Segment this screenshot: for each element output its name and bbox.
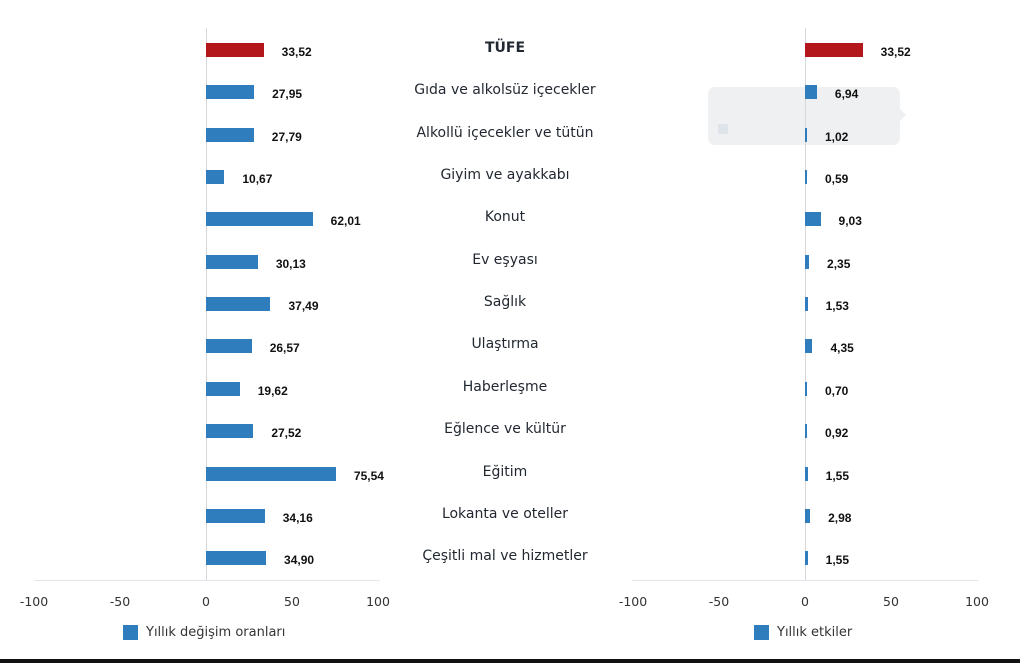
left-bar[interactable] <box>206 551 267 566</box>
tooltip-overlay <box>708 87 906 145</box>
right-legend[interactable]: Yıllık etkiler <box>754 625 852 640</box>
left-value-label: 33,52 <box>281 45 312 59</box>
right-tick: 0 <box>801 594 809 609</box>
category-label: Çeşitli mal ve hizmetler <box>422 548 588 565</box>
right-value-label: 0,59 <box>825 172 849 187</box>
left-value-label: 27,52 <box>271 426 302 441</box>
left-value-label: 27,79 <box>271 129 302 144</box>
left-bar[interactable] <box>206 43 264 57</box>
right-value-label: 6,94 <box>834 87 859 102</box>
right-value-label: 9,03 <box>838 214 862 229</box>
right-bar[interactable] <box>805 254 810 269</box>
category-label: Ulaştırma <box>471 336 539 353</box>
left-chart: 33,52 27,95 27,79 10,67 62,01 30,13 37,49 26,57… <box>0 0 400 663</box>
left-value-label: 62,01 <box>330 214 361 229</box>
category-label: Alkollü içecekler ve tütün <box>416 124 594 141</box>
right-value-label: 1,53 <box>825 299 849 314</box>
category-label: Eğlence ve kültür <box>444 421 566 438</box>
right-bar[interactable] <box>805 170 807 185</box>
right-tick: 100 <box>965 594 989 609</box>
right-value-label: 1,02 <box>825 129 849 144</box>
category-label: Eğitim <box>482 463 528 480</box>
right-value-label: 2,35 <box>827 256 851 271</box>
left-bar[interactable] <box>206 254 258 269</box>
left-legend[interactable]: Yıllık değişim oranları <box>123 625 285 640</box>
left-value-label: 30,13 <box>275 256 306 271</box>
left-bar[interactable] <box>206 508 265 523</box>
category-label: Giyim ve ayakkabı <box>440 167 570 184</box>
left-x-axis <box>34 580 380 581</box>
left-tick: 100 <box>366 594 390 609</box>
left-value-label: 34,16 <box>282 510 313 525</box>
legend-swatch-icon <box>123 625 138 640</box>
category-label: Lokanta ve oteller <box>441 505 569 522</box>
right-zero-line <box>805 28 806 580</box>
bottom-border <box>0 659 1020 663</box>
left-bar[interactable] <box>206 424 254 439</box>
left-bar[interactable] <box>206 297 271 312</box>
right-value-label: 33,52 <box>880 45 911 59</box>
right-value-label: 2,98 <box>828 510 852 525</box>
right-value-label: 1,55 <box>825 553 850 568</box>
right-bar[interactable] <box>805 43 863 57</box>
right-bar[interactable] <box>805 339 813 354</box>
left-bar[interactable] <box>206 339 252 354</box>
left-value-label: 10,67 <box>242 172 273 187</box>
category-label: Ev eşyası <box>472 251 538 268</box>
right-bar[interactable] <box>805 127 807 142</box>
right-value-label: 1,55 <box>825 468 850 483</box>
right-bar[interactable] <box>805 424 807 439</box>
right-bar[interactable] <box>805 381 807 396</box>
left-value-label: 27,95 <box>272 87 303 102</box>
right-tick: -100 <box>618 594 648 609</box>
category-label: Konut <box>484 209 526 226</box>
right-legend-label: Yıllık etkiler <box>777 625 853 640</box>
left-tick: 0 <box>202 594 210 609</box>
right-value-label: 0,92 <box>825 426 849 441</box>
right-bar[interactable] <box>805 508 811 523</box>
left-tick: -50 <box>109 594 131 609</box>
category-label: Sağlık <box>483 294 527 311</box>
left-value-label: 26,57 <box>269 341 300 356</box>
left-value-label: 34,90 <box>284 553 315 568</box>
category-label: TÜFE <box>484 40 526 56</box>
left-legend-label: Yıllık değişim oranları <box>146 625 286 640</box>
right-value-label: 4,35 <box>830 341 854 356</box>
left-bar[interactable] <box>206 170 225 185</box>
right-bar[interactable] <box>805 85 817 100</box>
right-x-axis <box>632 580 978 581</box>
category-label: Gıda ve alkolsüz içecekler <box>414 82 596 99</box>
left-tick: -100 <box>19 594 49 609</box>
left-value-label: 75,54 <box>353 468 384 483</box>
right-bar[interactable] <box>805 466 808 481</box>
left-bar[interactable] <box>206 381 240 396</box>
right-value-label: 0,70 <box>825 383 849 398</box>
left-tick: 50 <box>284 594 300 609</box>
category-label: Haberleşme <box>462 378 548 395</box>
left-value-label: 37,49 <box>288 299 319 314</box>
left-bar[interactable] <box>206 212 313 227</box>
right-bar[interactable] <box>805 551 808 566</box>
left-bar[interactable] <box>206 85 255 100</box>
right-tick: -50 <box>708 594 730 609</box>
left-value-label: 19,62 <box>257 383 288 398</box>
left-bar[interactable] <box>206 127 254 142</box>
tooltip-swatch-icon <box>718 124 728 134</box>
left-bar[interactable] <box>206 466 336 481</box>
legend-swatch-icon <box>754 625 769 640</box>
right-bar[interactable] <box>805 212 821 227</box>
right-tick: 50 <box>883 594 899 609</box>
right-bar[interactable] <box>805 297 808 312</box>
